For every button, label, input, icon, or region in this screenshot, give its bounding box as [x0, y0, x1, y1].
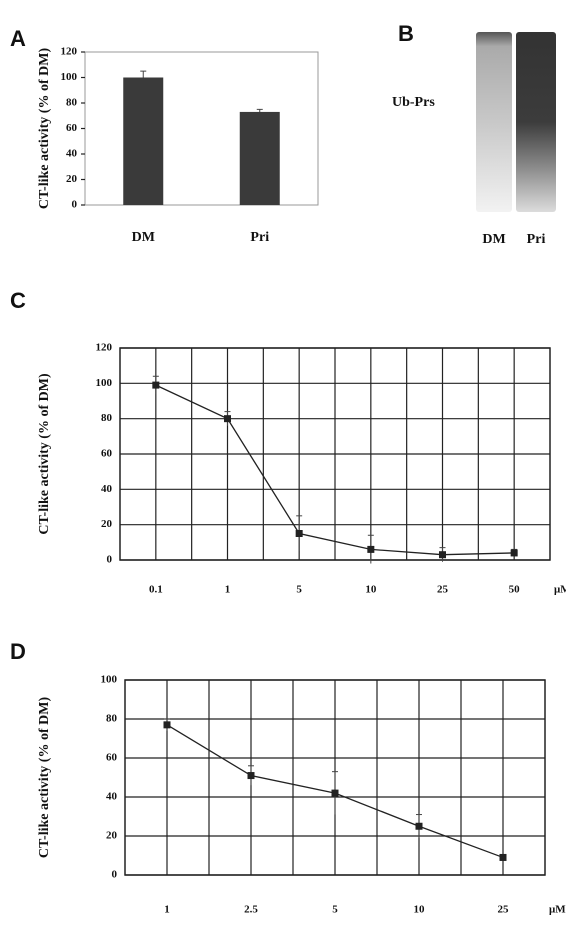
x-tick-label: 1: [164, 904, 170, 916]
blot: [476, 32, 556, 212]
point: [367, 546, 374, 553]
y-tick-label: 0: [72, 199, 78, 211]
y-tick-label: 60: [106, 752, 118, 764]
x-tick-label: 0.1: [149, 584, 163, 596]
x-tick-label: 25: [498, 904, 510, 916]
plot-area: [85, 52, 318, 205]
y-tick-label: 60: [66, 122, 78, 134]
point: [164, 721, 171, 728]
y-tick-label: 100: [96, 377, 113, 389]
y-axis-label: CT-like activity (% of DM): [37, 697, 52, 859]
y-tick-label: 20: [106, 830, 118, 842]
y-axis-label: CT-like activity (% of DM): [37, 48, 52, 210]
panel-letter: D: [10, 639, 26, 664]
x-tick-label: 10: [414, 904, 426, 916]
y-tick-label: 20: [101, 518, 113, 530]
y-tick-label: 100: [101, 674, 118, 686]
y-tick-label: 80: [101, 412, 113, 424]
lane-label: DM: [482, 232, 505, 247]
y-tick-label: 40: [66, 148, 78, 160]
y-axis-label: CT-like activity (% of DM): [37, 373, 52, 535]
point: [416, 823, 423, 830]
y-tick-label: 80: [106, 713, 118, 725]
x-tick-label: 5: [332, 904, 338, 916]
lane-label: Pri: [527, 232, 546, 247]
x-tick-label: 10: [365, 584, 377, 596]
point: [511, 549, 518, 556]
y-tick-label: 0: [112, 869, 118, 881]
point: [439, 551, 446, 558]
x-tick-label: 2.5: [244, 904, 258, 916]
point: [224, 415, 231, 422]
y-tick-label: 40: [101, 483, 113, 495]
x-tick-label: Pri: [250, 230, 269, 245]
y-tick-label: 20: [66, 173, 78, 185]
point: [500, 854, 507, 861]
point: [248, 772, 255, 779]
bar: [240, 112, 280, 205]
y-tick-label: 100: [61, 71, 78, 83]
band-label: Ub-Prs: [392, 95, 435, 110]
y-tick-label: 60: [101, 448, 113, 460]
point: [332, 790, 339, 797]
y-tick-label: 80: [66, 97, 78, 109]
figure: A020406080100120CT-like activity (% of D…: [0, 0, 566, 942]
y-tick-label: 120: [96, 342, 113, 354]
x-tick-label: 1: [225, 584, 231, 596]
x-unit: μM: [554, 584, 566, 596]
y-tick-label: 40: [106, 791, 118, 803]
panel-letter: C: [10, 288, 26, 313]
page: {"chart_data": [ {"type": "bar", "label"…: [0, 0, 566, 942]
bar: [123, 78, 163, 206]
point: [152, 382, 159, 389]
x-tick-label: DM: [132, 230, 155, 245]
x-unit: μM: [549, 904, 566, 916]
y-tick-label: 0: [107, 554, 113, 566]
x-tick-label: 25: [437, 584, 449, 596]
panel-letter: B: [398, 21, 414, 46]
x-tick-label: 5: [296, 584, 302, 596]
blot-lane: [476, 32, 512, 212]
y-tick-label: 120: [61, 46, 78, 58]
x-tick-label: 50: [509, 584, 521, 596]
blot-lane: [516, 32, 556, 212]
point: [296, 530, 303, 537]
panel-letter: A: [10, 26, 26, 51]
